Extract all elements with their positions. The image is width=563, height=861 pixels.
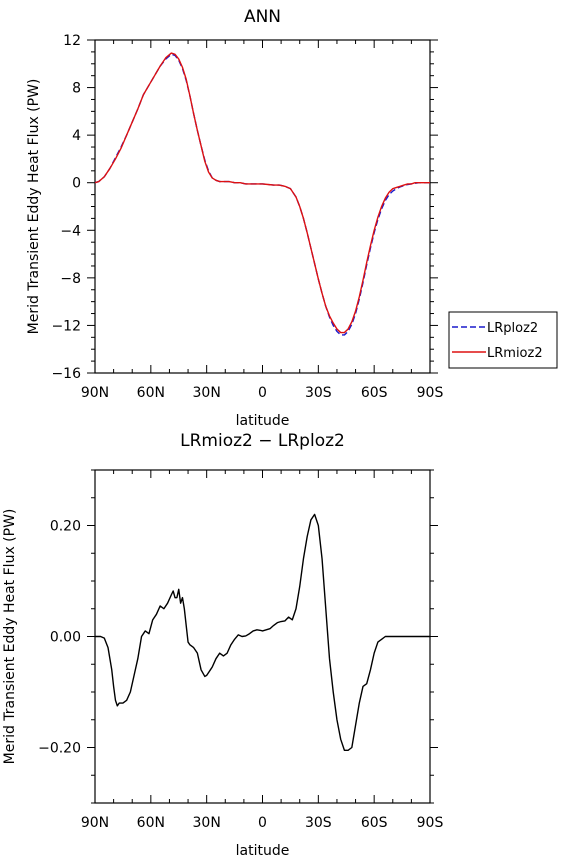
x-tick-label: 90N bbox=[81, 815, 109, 831]
plot-frame bbox=[94, 469, 431, 804]
y-axis-label: Merid Transient Eddy Heat Flux (PW) bbox=[2, 509, 18, 765]
y-tick-label: 4 bbox=[72, 128, 81, 144]
y-tick-label: −16 bbox=[51, 366, 81, 382]
y-tick-label: −8 bbox=[60, 271, 81, 287]
x-tick-label: 90S bbox=[417, 385, 444, 401]
x-tick-label: 60S bbox=[361, 385, 388, 401]
y-tick-label: −0.20 bbox=[38, 741, 81, 757]
series-line-lrploz2 bbox=[94, 53, 430, 336]
x-tick-label: 30N bbox=[193, 385, 221, 401]
x-axis-label: latitude bbox=[236, 413, 290, 429]
x-tick-label: 30N bbox=[193, 815, 221, 831]
legend-box bbox=[448, 311, 558, 369]
x-tick-label: 60N bbox=[137, 385, 165, 401]
panel-top-chart: ANN 90N 60N 30N 0 30S 60S 90S 12 8 4 0 −4 −8 −12 −16 lat… bbox=[26, 7, 558, 429]
series-line-series-1 bbox=[95, 513, 430, 751]
y-tick-label: 0.00 bbox=[50, 630, 81, 646]
y-tick-label: 0.20 bbox=[50, 519, 81, 535]
y-tick-label: −4 bbox=[60, 223, 81, 239]
legend-label-lrmioz2: LRmioz2 bbox=[487, 346, 543, 361]
x-tick-label: 60N bbox=[137, 815, 165, 831]
x-tick-label: 30S bbox=[305, 815, 332, 831]
legend: LRploz2 LRmioz2 bbox=[448, 311, 558, 369]
plot-frame bbox=[94, 39, 431, 374]
x-tick-label: 90N bbox=[81, 385, 109, 401]
x-tick-label: 60S bbox=[361, 815, 388, 831]
x-tick-label: 0 bbox=[258, 815, 267, 831]
x-tick-label: 0 bbox=[258, 385, 267, 401]
x-tick-label: 90S bbox=[417, 815, 444, 831]
y-axis-label: Merid Transient Eddy Heat Flux (PW) bbox=[26, 79, 42, 335]
chart-title: ANN bbox=[244, 7, 281, 27]
chart-title: LRmioz2 − LRploz2 bbox=[180, 431, 345, 451]
series-line-lrmioz2 bbox=[94, 52, 430, 334]
x-axis-label: latitude bbox=[236, 843, 290, 859]
y-tick-label: −12 bbox=[51, 318, 81, 334]
legend-label-lrploz2: LRploz2 bbox=[487, 321, 538, 336]
panel-bottom-chart: LRmioz2 − LRploz2 90N 60N 30N 0 30S 60S 90S 0.20… bbox=[2, 431, 443, 859]
y-tick-label: 12 bbox=[63, 33, 81, 49]
y-tick-label: 8 bbox=[72, 81, 81, 97]
x-tick-label: 30S bbox=[305, 385, 332, 401]
y-tick-label: 0 bbox=[72, 176, 81, 192]
